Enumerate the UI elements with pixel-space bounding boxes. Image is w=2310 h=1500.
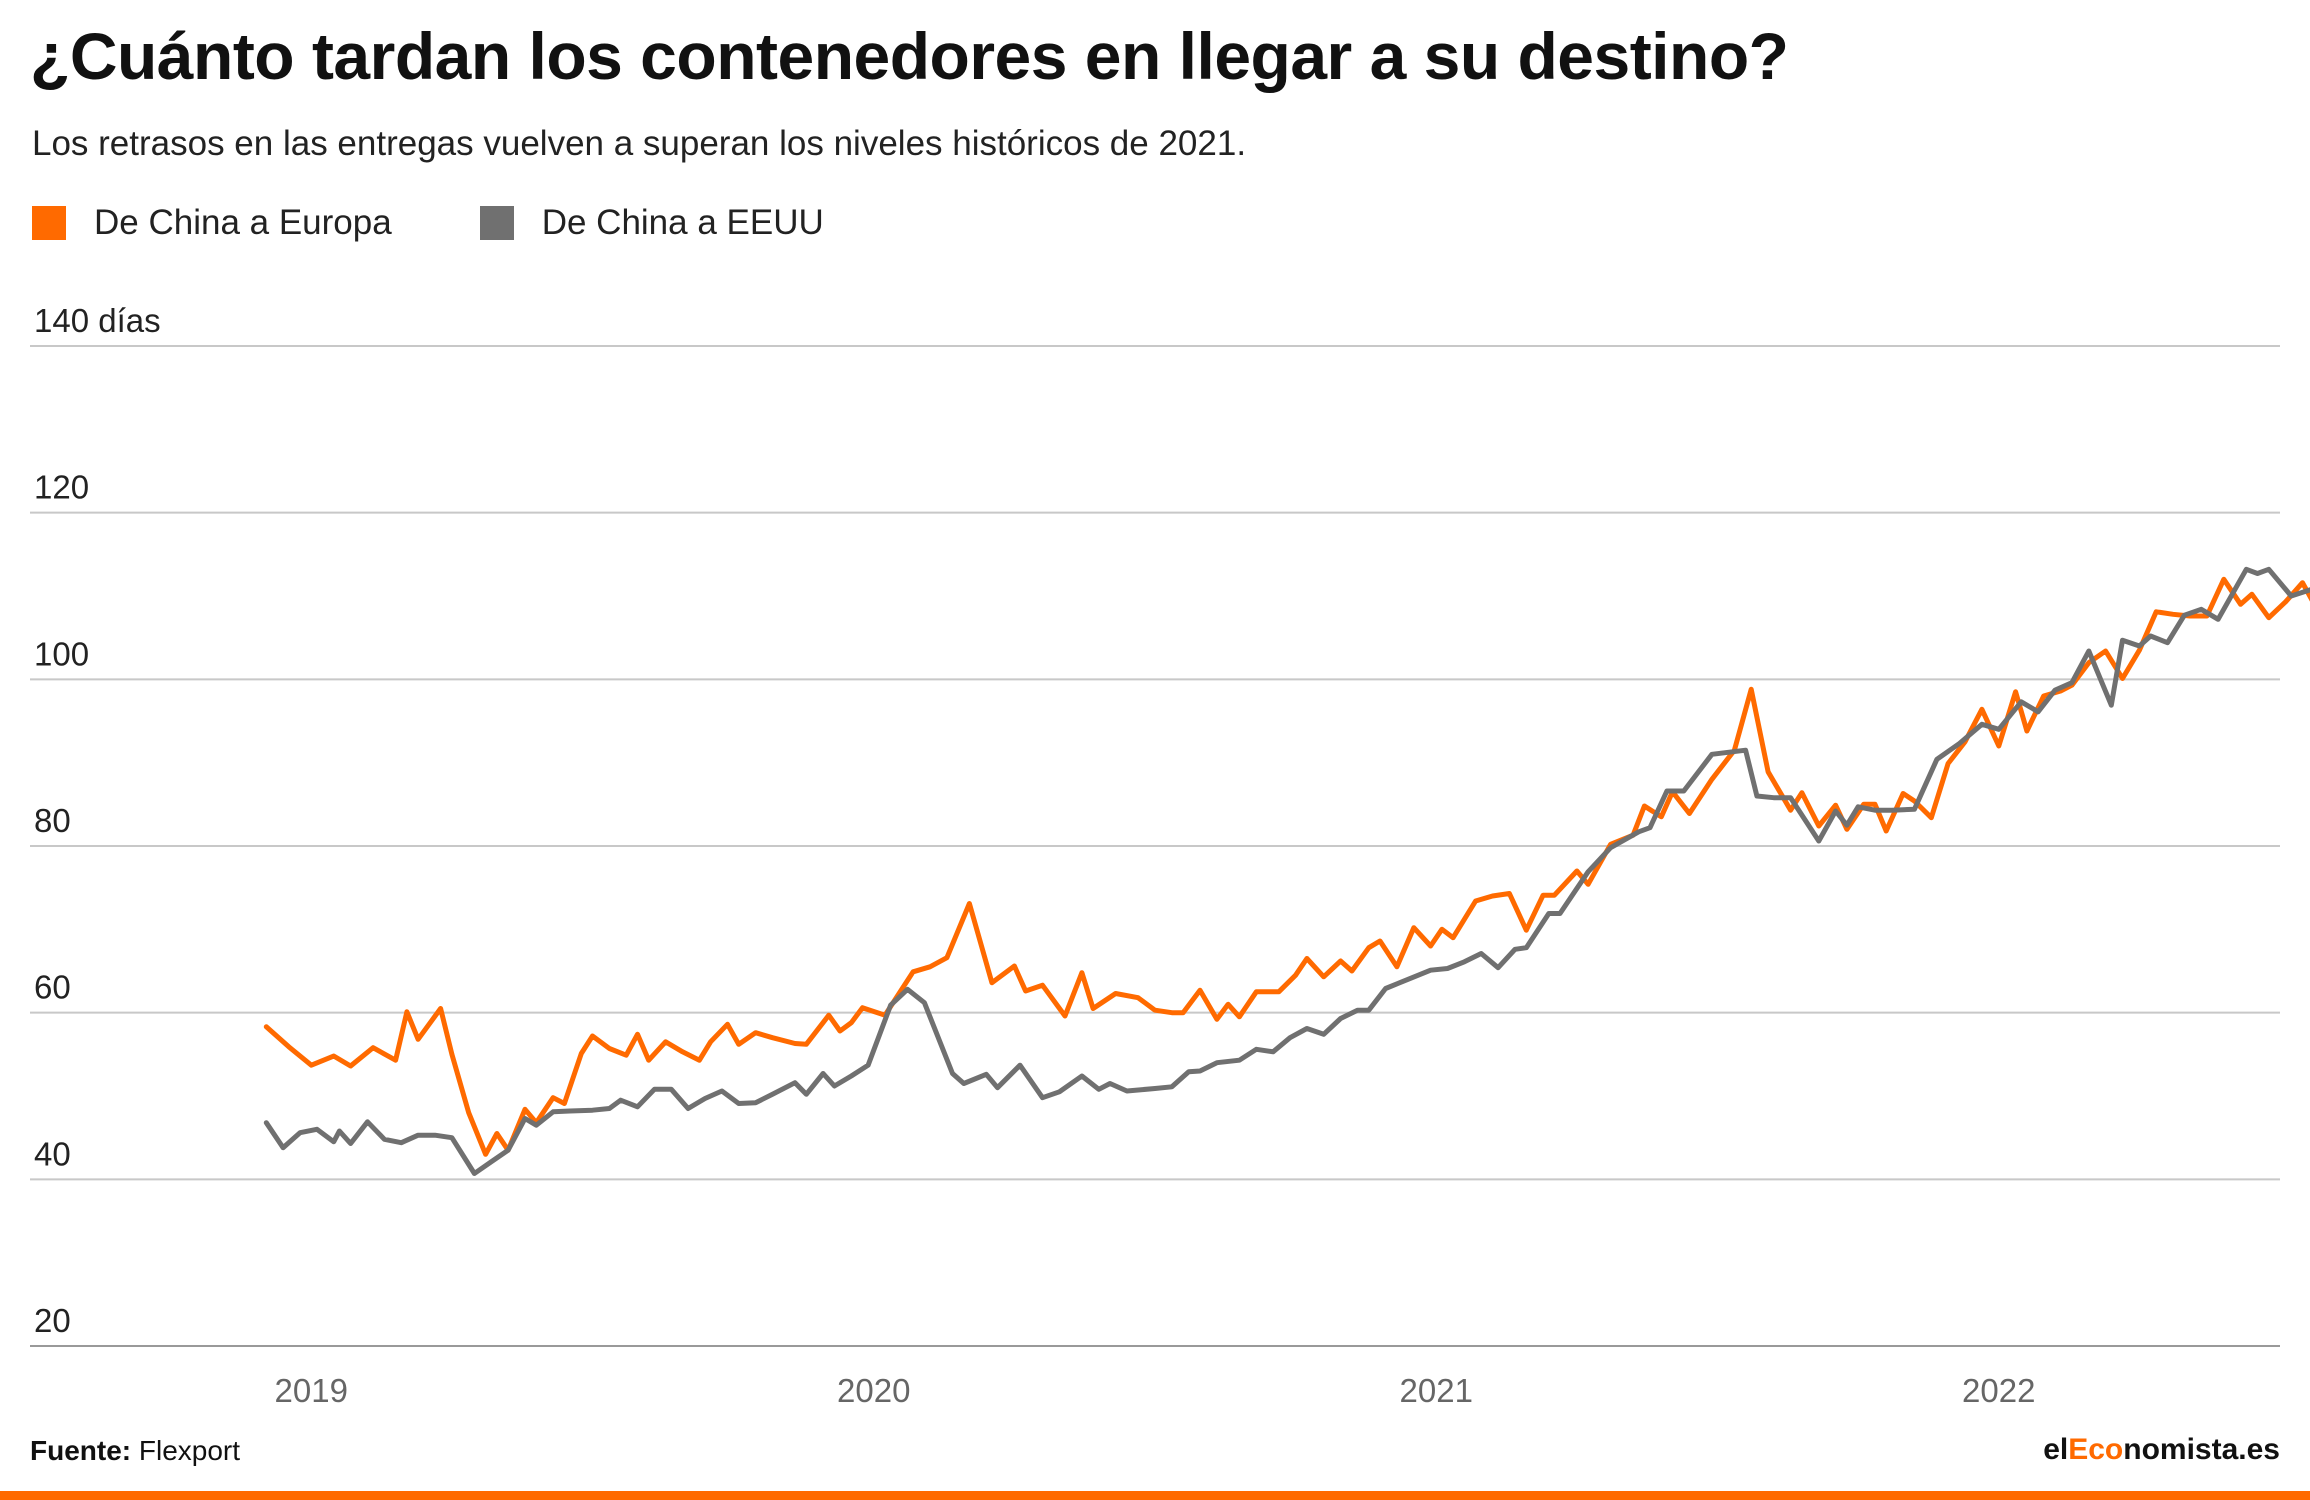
source-note: Fuente: Flexport [30,1435,240,1467]
y-tick-label-120: 120 [34,469,89,506]
legend-label-europa: De China a Europa [94,203,392,242]
brand-logo[interactable]: elEconomista.es [2043,1433,2280,1467]
legend-label-eeuu: De China a EEUU [541,203,824,242]
y-tick-label-60: 60 [34,969,71,1006]
y-tick-label-100: 100 [34,635,89,672]
x-tick-label-2019: 2019 [275,1372,348,1409]
source-label: Fuente: [30,1435,132,1466]
legend-item-eeuu: De China a EEUU [479,203,824,243]
series-lines [263,566,2310,1176]
brand-accent-bar [0,1491,2310,1500]
y-tick-label-140: 140 días [34,302,161,339]
y-axis-labels: 140 días 120 100 80 60 40 20 [34,302,161,1339]
y-tick-label-40: 40 [34,1135,71,1172]
brand-accent: Eco [2068,1433,2124,1466]
legend-swatch-europa [32,206,66,240]
legend-item-europa: De China a Europa [32,203,392,243]
brand-prefix: el [2043,1433,2069,1466]
source-value: Flexport [138,1435,241,1466]
y-tick-label-80: 80 [34,802,71,839]
grid-lines [30,345,2280,1347]
y-tick-label-20: 20 [34,1302,71,1339]
chart-subtitle: Los retrasos en las entregas vuelven a s… [32,124,1247,163]
x-tick-label-2022: 2022 [1962,1372,2035,1409]
x-tick-label-2021: 2021 [1400,1372,1473,1409]
series-line-eeuu [263,566,2310,1176]
legend-swatch-eeuu [479,206,514,240]
legend: De China a Europa De China a EEUU [32,203,912,243]
x-tick-label-2020: 2020 [837,1372,910,1409]
x-axis-labels: 2019 2020 2021 2022 [275,1372,2036,1409]
series-line-europa [263,576,2310,1157]
chart-title: ¿Cuánto tardan los contenedores en llega… [30,19,1789,93]
brand-suffix: nomista.es [2123,1433,2280,1466]
